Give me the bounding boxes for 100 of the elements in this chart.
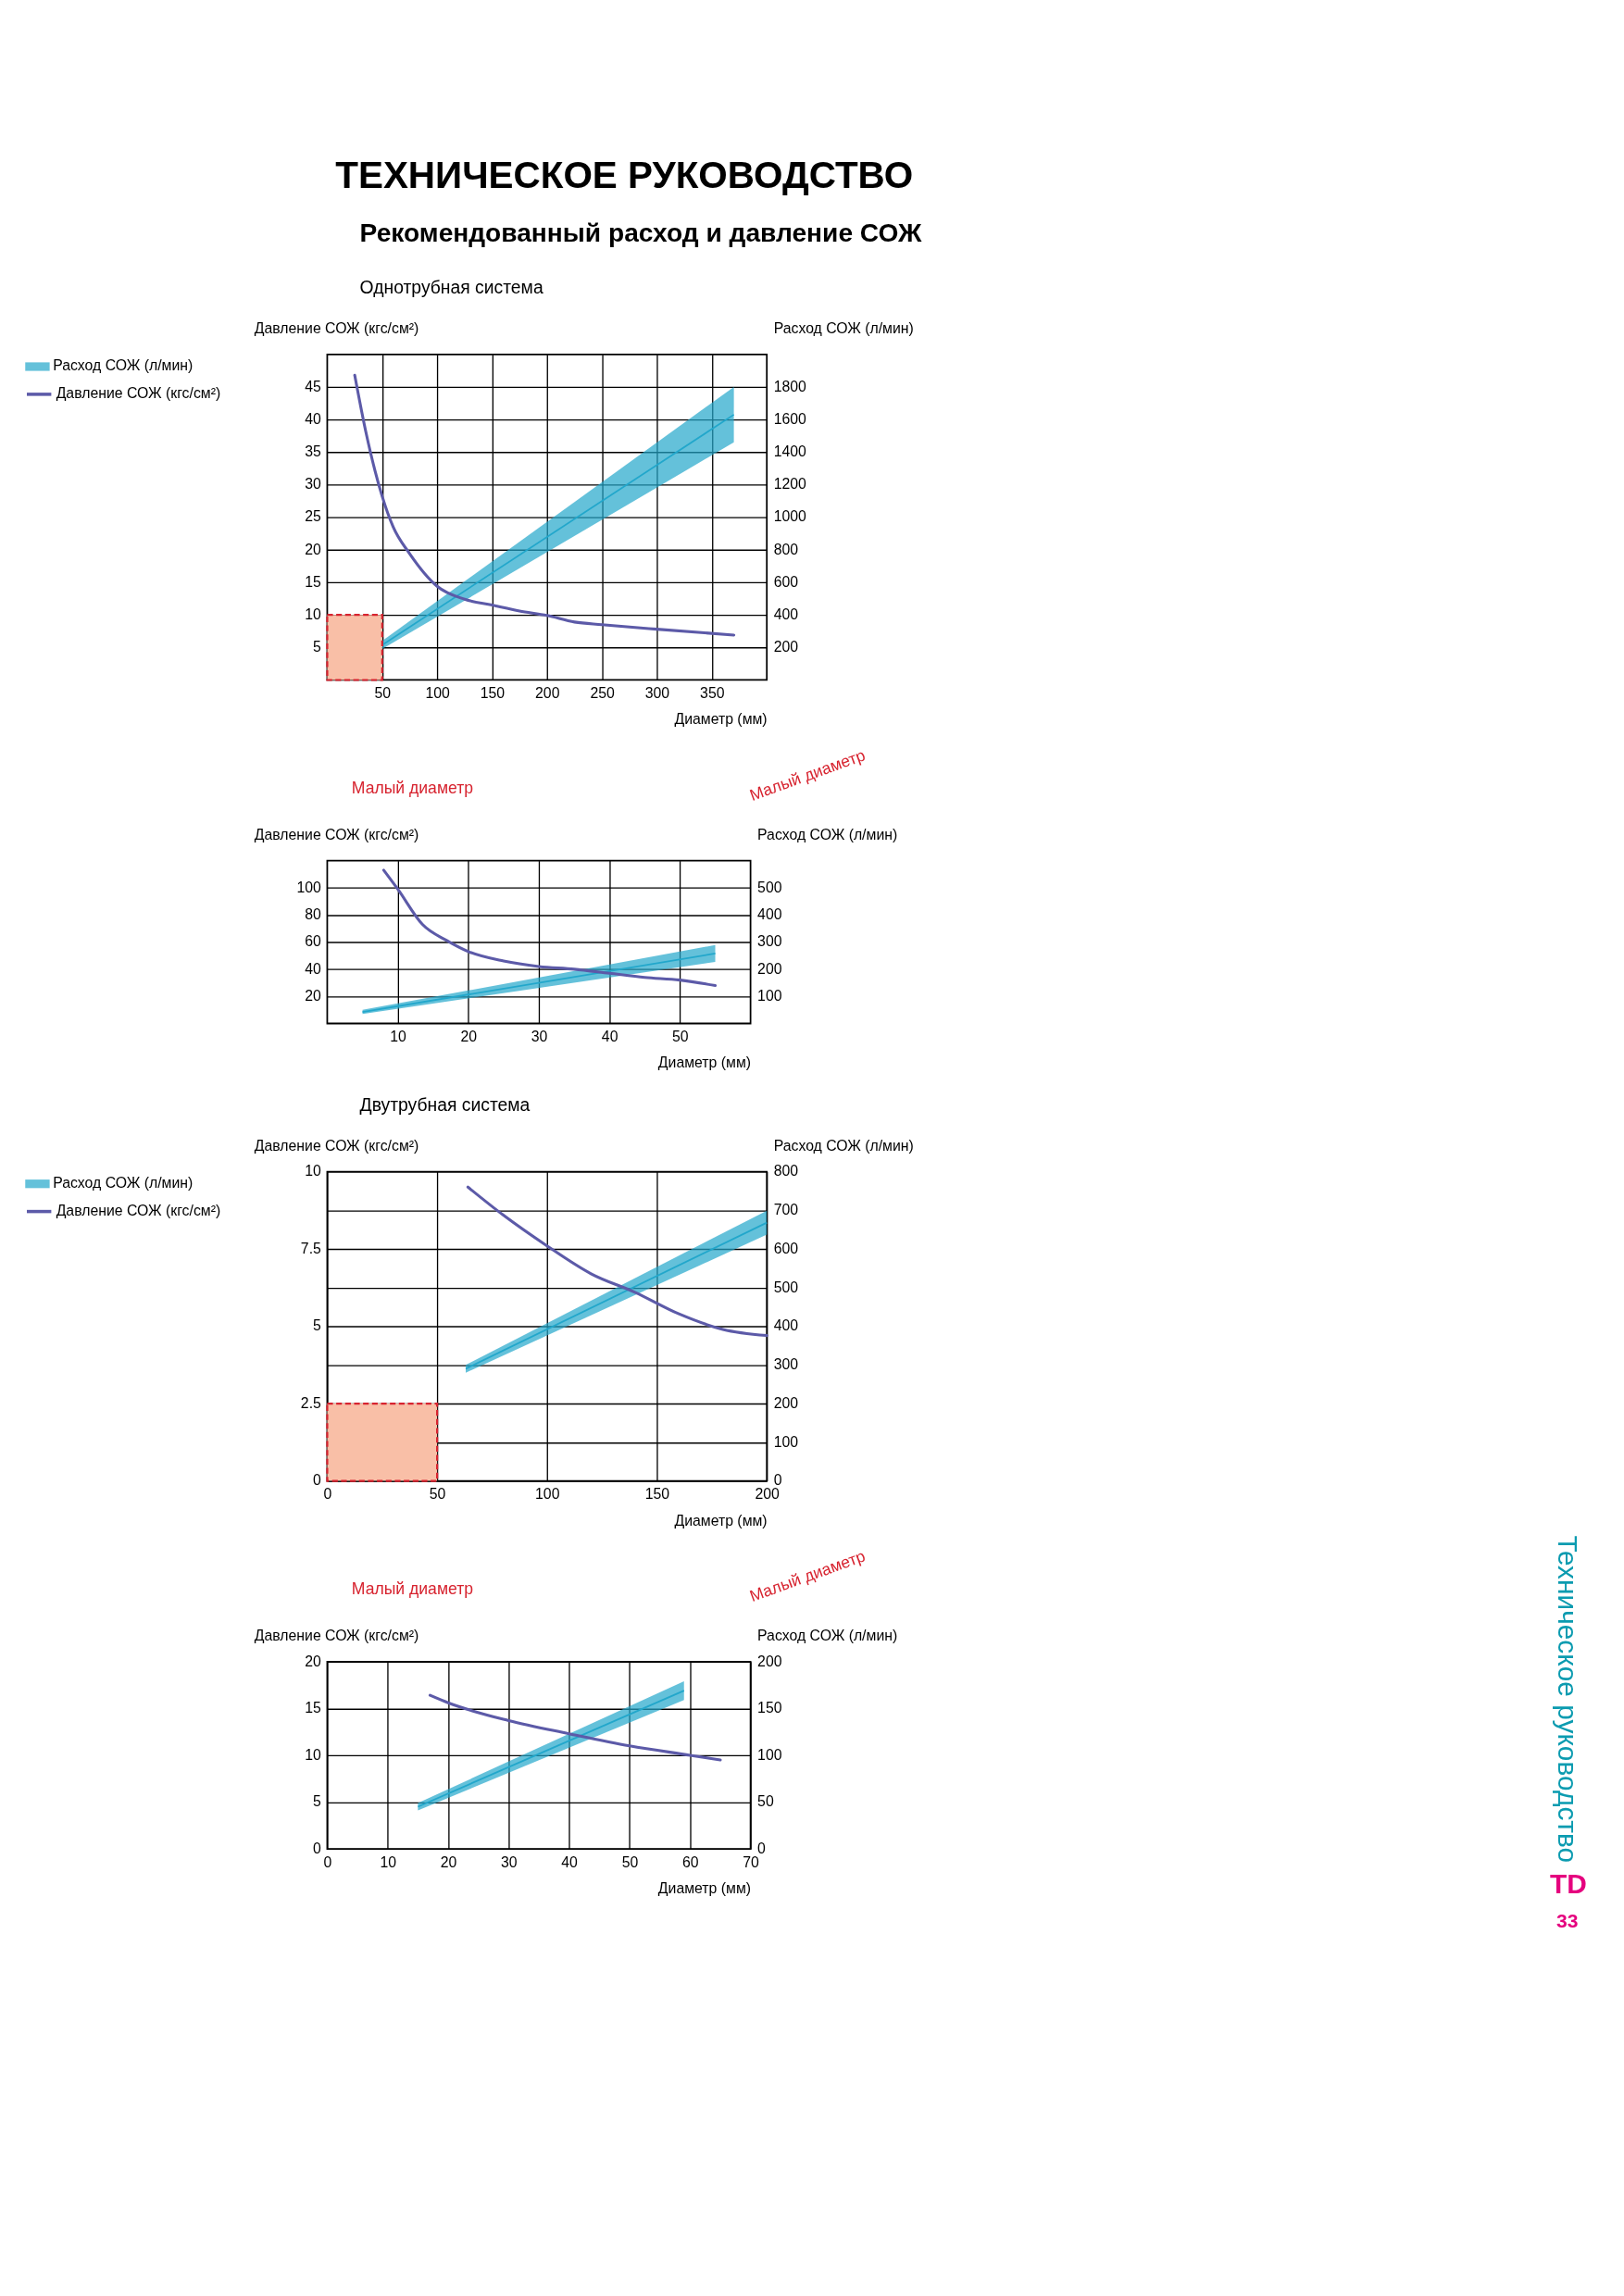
y-axis-title: Давление СОЖ (кгс/см²)	[254, 1138, 419, 1154]
y2-tick-label: 700	[773, 1202, 799, 1218]
y2-tick-label: 100	[757, 988, 782, 1004]
legend-label: Давление СОЖ (кгс/см²)	[56, 385, 221, 402]
y2-tick-label: 100	[757, 1746, 782, 1763]
x-tick-label: 10	[380, 1853, 397, 1870]
legend-label: Расход СОЖ (л/мин)	[53, 357, 194, 374]
y-tick-label: 15	[305, 573, 322, 590]
y-tick-label: 20	[305, 541, 322, 557]
y2-axis-title: Расход СОЖ (л/мин)	[773, 320, 914, 337]
y2-tick-label: 200	[773, 639, 799, 655]
x-tick-label: 30	[531, 1029, 548, 1045]
y2-tick-label: 400	[773, 1317, 799, 1334]
x-tick-label: 40	[601, 1029, 618, 1045]
chart-title: Однотрубная система	[359, 276, 543, 297]
text: TD	[1549, 1868, 1587, 1900]
y2-tick-label: 800	[773, 541, 799, 557]
y2-tick-label: 200	[773, 1394, 799, 1411]
y2-tick-label: 1800	[773, 378, 807, 394]
line-series	[381, 868, 718, 988]
x-tick-label: 20	[460, 1029, 478, 1045]
y-tick-label: 15	[305, 1700, 322, 1716]
y-tick-label: 60	[305, 933, 322, 950]
x-tick-label: 300	[644, 685, 670, 702]
y-tick-label: 2.5	[300, 1394, 322, 1411]
y-tick-label: 10	[305, 1746, 322, 1763]
y-axis-title: Давление СОЖ (кгс/см²)	[254, 1628, 419, 1644]
y-tick-label: 7.5	[300, 1240, 322, 1256]
y2-tick-label: 600	[773, 573, 799, 590]
line-series	[428, 1693, 722, 1762]
y-tick-label: 0	[313, 1472, 322, 1489]
y2-tick-label: 150	[757, 1700, 782, 1716]
x-tick-label: 10	[390, 1029, 407, 1045]
x-tick-label: 0	[323, 1853, 332, 1870]
y2-axis-title: Расход СОЖ (л/мин)	[757, 1628, 898, 1644]
y2-axis-title: Расход СОЖ (л/мин)	[757, 827, 898, 843]
y-tick-label: 35	[305, 443, 322, 460]
y2-tick-label: 600	[773, 1240, 799, 1256]
y-tick-label: 10	[305, 605, 322, 622]
y2-tick-label: 800	[773, 1163, 799, 1179]
x-tick-label: 60	[681, 1853, 699, 1870]
y2-tick-label: 100	[773, 1433, 799, 1450]
text: Малый диаметр	[351, 778, 474, 797]
x-tick-label: 0	[323, 1486, 332, 1503]
legend-label: Давление СОЖ (кгс/см²)	[56, 1202, 221, 1218]
y2-tick-label: 0	[757, 1840, 767, 1856]
x-tick-label: 50	[672, 1029, 689, 1045]
y2-tick-label: 200	[757, 1653, 782, 1669]
x-tick-label: 20	[440, 1853, 457, 1870]
chart-title: Двутрубная система	[359, 1093, 531, 1115]
y2-tick-label: 400	[773, 605, 799, 622]
x-tick-label: 40	[561, 1853, 579, 1870]
y2-tick-label: 300	[757, 933, 782, 950]
x-axis-title: Диаметр (мм)	[657, 1879, 752, 1896]
y-axis-title: Давление СОЖ (кгс/см²)	[254, 827, 419, 843]
y-tick-label: 40	[305, 410, 322, 427]
text: ТЕХНИЧЕСКОЕ РУКОВОДСТВО	[335, 153, 914, 196]
x-tick-label: 250	[590, 685, 615, 702]
y2-tick-label: 1200	[773, 476, 807, 493]
y-axis-title: Давление СОЖ (кгс/см²)	[254, 320, 419, 337]
y2-tick-label: 500	[757, 879, 782, 895]
y2-tick-label: 200	[757, 960, 782, 977]
x-tick-label: 350	[700, 685, 725, 702]
line-series	[466, 1185, 768, 1338]
y2-tick-label: 500	[773, 1279, 799, 1295]
legend-label: Расход СОЖ (л/мин)	[53, 1175, 194, 1192]
y-tick-label: 10	[305, 1163, 322, 1179]
x-tick-label: 50	[429, 1486, 446, 1503]
x-tick-label: 200	[755, 1486, 781, 1503]
text: Рекомендованный расход и давление СОЖ	[359, 218, 922, 247]
x-tick-label: 50	[374, 685, 392, 702]
line-series	[353, 373, 736, 637]
x-tick-label: 150	[480, 685, 506, 702]
x-tick-label: 200	[535, 685, 560, 702]
x-tick-label: 30	[501, 1853, 518, 1870]
y-tick-label: 25	[305, 508, 322, 525]
text: 33	[1556, 1910, 1579, 1932]
x-axis-title: Диаметр (мм)	[674, 1512, 768, 1529]
y2-axis-title: Расход СОЖ (л/мин)	[773, 1138, 914, 1154]
text: Техническое руководство	[1552, 1535, 1583, 1864]
x-tick-label: 100	[425, 685, 450, 702]
y-tick-label: 5	[313, 1317, 322, 1334]
x-tick-label: 100	[535, 1486, 560, 1503]
y2-tick-label: 1600	[773, 410, 807, 427]
x-axis-title: Диаметр (мм)	[674, 711, 768, 728]
y2-tick-label: 1000	[773, 508, 807, 525]
text: Малый диаметр	[351, 1578, 474, 1598]
y-tick-label: 20	[305, 988, 322, 1004]
y2-tick-label: 1400	[773, 443, 807, 460]
y-tick-label: 100	[296, 879, 322, 895]
y-tick-label: 20	[305, 1653, 322, 1669]
y2-tick-label: 300	[773, 1356, 799, 1373]
y-tick-label: 0	[313, 1840, 322, 1856]
y2-tick-label: 50	[757, 1793, 774, 1810]
y2-tick-label: 0	[773, 1472, 782, 1489]
x-axis-title: Диаметр (мм)	[657, 1054, 752, 1071]
y-tick-label: 30	[305, 476, 322, 493]
y-tick-label: 40	[305, 960, 322, 977]
y-tick-label: 45	[305, 378, 322, 394]
x-tick-label: 150	[644, 1486, 670, 1503]
